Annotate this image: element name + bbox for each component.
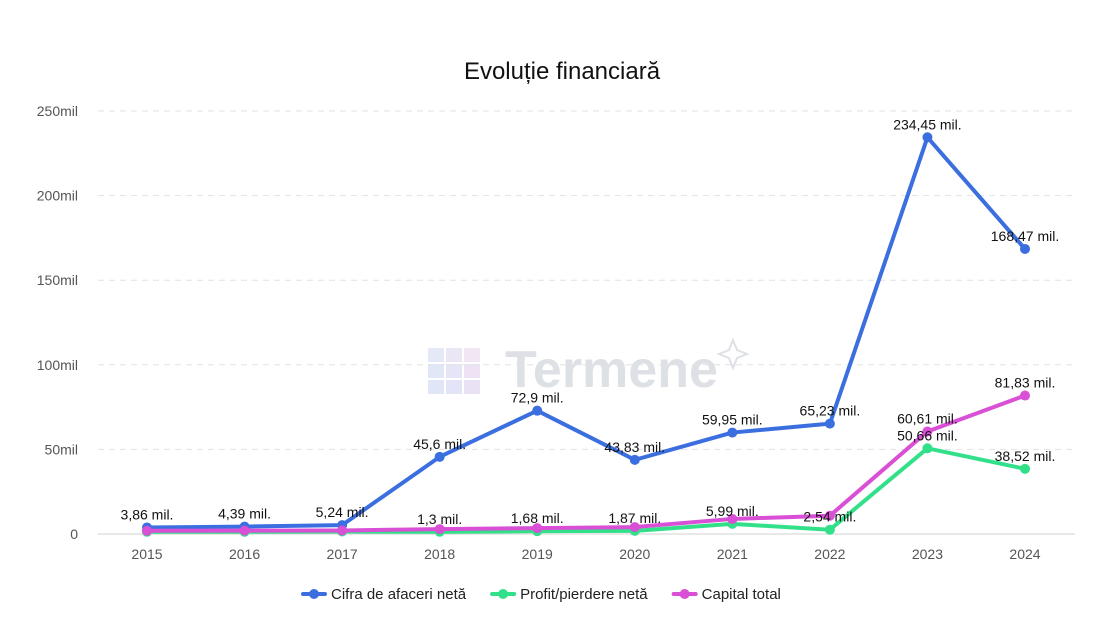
data-label: 72,9 mil.: [511, 390, 564, 406]
data-point[interactable]: [532, 405, 543, 416]
y-axis-ticks: 0 50mil 100mil 150mil 200mil 250mil: [37, 103, 78, 542]
data-point[interactable]: [824, 418, 835, 429]
data-point[interactable]: [1020, 243, 1030, 254]
data-label: 168,47 mil.: [991, 228, 1059, 244]
data-point[interactable]: [727, 427, 738, 438]
x-tick-label: 2024: [1009, 546, 1040, 562]
legend-label: Profit/pierdere netă: [520, 586, 648, 603]
data-label: 60,61 mil.: [897, 410, 958, 426]
sparkle-icon: [716, 337, 750, 371]
data-label: 43,83 mil.: [604, 439, 665, 455]
y-tick-label: 100mil: [37, 357, 78, 373]
data-label: 1,68 mil.: [511, 510, 564, 526]
series-line-0: [145, 135, 1027, 530]
data-label: 234,45 mil.: [893, 116, 961, 132]
data-point[interactable]: [629, 454, 640, 465]
data-point[interactable]: [629, 522, 640, 533]
data-point[interactable]: [434, 451, 445, 462]
watermark-text: Termene: [505, 341, 718, 399]
data-label: 59,95 mil.: [702, 412, 763, 428]
data-label: 2,54 mil.: [803, 509, 856, 525]
legend-item[interactable]: Cifra de afaceri netă: [301, 586, 467, 603]
legend-marker-icon: [679, 589, 690, 599]
data-label: 81,83 mil.: [995, 375, 1056, 391]
data-label: 5,24 mil.: [316, 504, 369, 520]
data-point[interactable]: [727, 513, 738, 524]
legend-item[interactable]: Capital total: [671, 586, 781, 603]
chart-title: Evoluție financiară: [464, 58, 661, 85]
legend-item[interactable]: Profit/pierdere netă: [490, 586, 648, 603]
data-point[interactable]: [1020, 463, 1030, 474]
data-label: 5,99 mil.: [706, 503, 759, 519]
legend[interactable]: Cifra de afaceri netă Profit/pierdere net…: [301, 586, 781, 603]
data-point[interactable]: [239, 525, 250, 536]
watermark-cube-icon: [428, 348, 480, 394]
data-point[interactable]: [922, 443, 933, 454]
data-label: 4,39 mil.: [218, 506, 271, 522]
legend-label: Cifra de afaceri netă: [331, 586, 467, 603]
x-tick-label: 2016: [229, 546, 260, 562]
series-layer: [142, 132, 1030, 537]
x-tick-label: 2021: [717, 546, 748, 562]
series-line-2: [145, 393, 1027, 533]
legend-marker-icon: [309, 589, 319, 599]
legend-marker-icon: [498, 589, 509, 599]
x-axis-ticks: 2015 2016 2017 2018 2019 2020 2021 2022 2023 2024: [131, 546, 1040, 562]
data-point[interactable]: [922, 426, 933, 437]
data-labels-layer: 3,86 mil. 4,39 mil. 5,24 mil. 45,6 mil. 72,9…: [121, 116, 1060, 526]
x-tick-label: 2018: [424, 546, 455, 562]
data-point[interactable]: [142, 525, 152, 536]
data-label: 65,23 mil.: [800, 403, 861, 419]
data-point[interactable]: [824, 524, 835, 535]
watermark-logo: Termene: [428, 337, 750, 399]
y-tick-label: 50mil: [45, 441, 78, 457]
x-tick-label: 2020: [619, 546, 650, 562]
data-label: 38,52 mil.: [995, 448, 1056, 464]
data-point[interactable]: [1020, 390, 1030, 401]
y-tick-label: 200mil: [37, 188, 78, 204]
data-point[interactable]: [824, 510, 835, 521]
y-tick-label: 150mil: [37, 272, 78, 288]
x-tick-label: 2015: [131, 546, 162, 562]
data-point[interactable]: [922, 132, 933, 143]
data-label: 45,6 mil.: [413, 436, 466, 452]
y-tick-label: 0: [70, 526, 78, 542]
data-point[interactable]: [532, 523, 543, 534]
x-tick-label: 2023: [912, 546, 943, 562]
data-point[interactable]: [337, 525, 348, 536]
grid-lines: [98, 110, 1075, 535]
data-label: 50,66 mil.: [897, 427, 958, 443]
y-tick-label: 250mil: [37, 103, 78, 119]
x-tick-label: 2019: [522, 546, 553, 562]
x-tick-label: 2017: [327, 546, 358, 562]
data-label: 3,86 mil.: [121, 506, 174, 522]
data-point[interactable]: [434, 524, 445, 535]
data-label: 1,3 mil.: [417, 511, 462, 527]
x-tick-label: 2022: [814, 546, 845, 562]
legend-label: Capital total: [702, 586, 781, 603]
data-label: 1,87 mil.: [608, 510, 661, 526]
